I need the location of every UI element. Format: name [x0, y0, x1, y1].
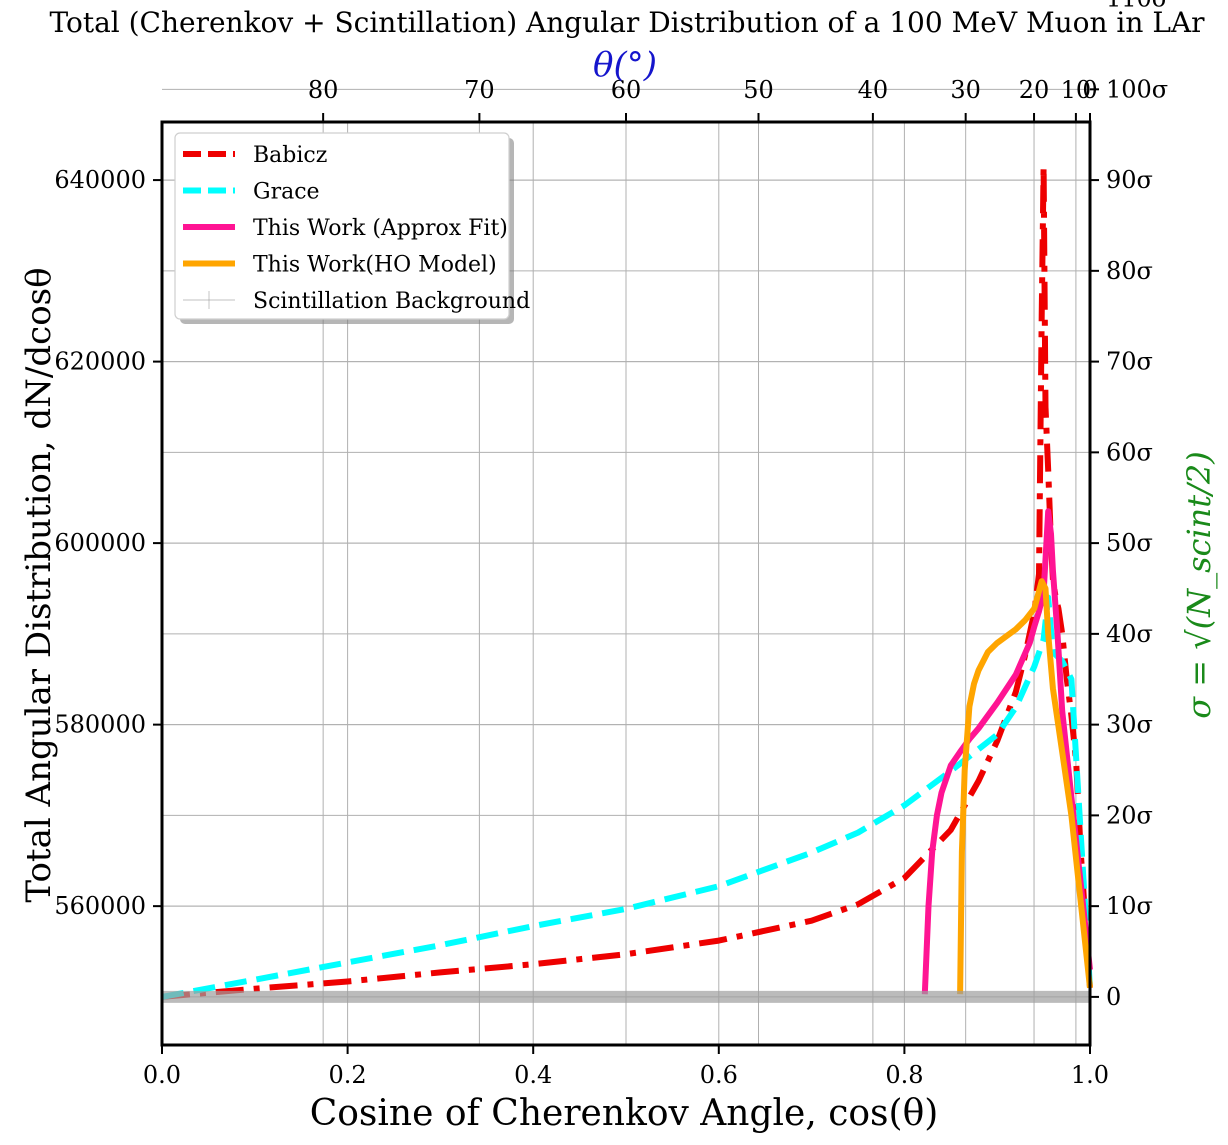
top-tick-label: 20	[1019, 76, 1050, 104]
x-tick-label: 0.0	[143, 1061, 181, 1089]
y-tick-label: 580000	[54, 711, 146, 739]
sigma-tick-label: 80σ	[1106, 257, 1153, 285]
series-line-2	[921, 508, 1093, 995]
series-line-3	[957, 578, 1093, 995]
sigma-tick-label: 0	[1106, 983, 1121, 1011]
legend-box	[174, 132, 510, 320]
sigma-tick-label: 110σ	[1106, 0, 1168, 13]
legend-label: Grace	[253, 180, 320, 205]
sigma-tick-label: 90σ	[1106, 166, 1153, 194]
x-tick-label: 0.2	[329, 1061, 367, 1089]
sigma-tick-label: 10σ	[1106, 892, 1153, 920]
axes-layer: 0.0 0.2 0.4 0.6 0.8 1.0 560000 580000 600000 6200…	[54, 0, 1168, 1089]
legend: Babicz Grace This Work (Approx Fit) This Wo…	[174, 132, 530, 324]
y-tick-label: 620000	[54, 348, 146, 376]
y-axis-label: Total Angular Distribution, dN/dcosθ	[19, 267, 59, 902]
x-axis-label: Cosine of Cherenkov Angle, cos(θ)	[310, 1093, 939, 1134]
legend-label: This Work (Approx Fit)	[253, 216, 508, 241]
sigma-tick-label: 100σ	[1106, 75, 1168, 103]
legend-label: This Work(HO Model)	[253, 253, 497, 278]
top-axis-label: θ(°)	[593, 45, 657, 85]
y-tick-label: 600000	[54, 529, 146, 557]
legend-label: Babicz	[253, 143, 327, 168]
sigma-tick-label: 20σ	[1106, 801, 1153, 829]
legend-label: Scintillation Background	[253, 289, 530, 314]
top-tick-label: 30	[950, 76, 981, 104]
sigma-tick-label: 50σ	[1106, 529, 1153, 557]
sigma-tick-label: 60σ	[1106, 438, 1153, 466]
top-tick-label: 50	[743, 76, 774, 104]
legend-entries: Babicz Grace This Work (Approx Fit) This Wo…	[183, 143, 530, 314]
top-tick-label: 10	[1061, 76, 1092, 104]
sigma-tick-label: 70σ	[1106, 348, 1153, 376]
top-tick-label: 70	[464, 76, 495, 104]
y-tick-label: 640000	[54, 166, 146, 194]
chart-title: Total (Cherenkov + Scintillation) Angula…	[49, 6, 1205, 39]
x-tick-label: 0.6	[700, 1061, 738, 1089]
series-line-1	[161, 594, 1093, 1000]
sigma-tick-label: 40σ	[1106, 620, 1153, 648]
top-tick-label: 80	[308, 76, 339, 104]
x-tick-label: 1.0	[1071, 1061, 1109, 1089]
top-tick-label: 40	[858, 76, 889, 104]
top-tick-label: 60	[611, 76, 642, 104]
right-axis-label: σ = √(N_scint/2)	[1180, 451, 1218, 719]
y-tick-label: 560000	[54, 892, 146, 920]
series-layer	[161, 163, 1093, 1003]
sigma-tick-label: 30σ	[1106, 711, 1153, 739]
x-tick-label: 0.4	[514, 1061, 552, 1089]
x-tick-label: 0.8	[885, 1061, 923, 1089]
